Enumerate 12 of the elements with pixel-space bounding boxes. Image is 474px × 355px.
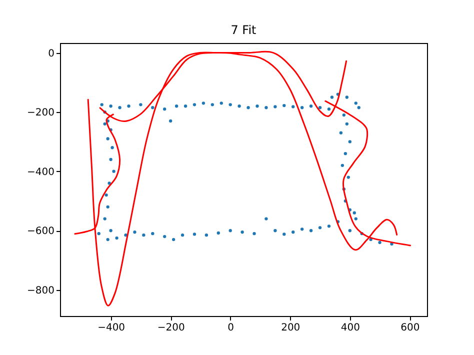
- x-tick-label: 400: [340, 322, 360, 334]
- x-tick-label: 0: [228, 322, 234, 334]
- y-tick-label: −200: [27, 108, 54, 119]
- y-tick-label: −400: [27, 166, 54, 178]
- y-tick-label: 0: [48, 48, 54, 60]
- y-tick-label: −800: [27, 285, 54, 296]
- x-tick-label: 600: [400, 322, 420, 334]
- x-tick-label: −200: [157, 322, 185, 334]
- y-tick-label: −600: [27, 226, 54, 238]
- x-tick-label: 200: [281, 322, 300, 334]
- chart-title: 7 Fit: [230, 23, 257, 37]
- x-tick-label: −400: [98, 322, 126, 334]
